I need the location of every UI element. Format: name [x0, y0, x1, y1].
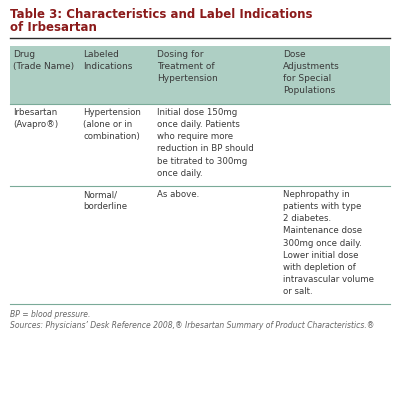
Text: of Irbesartan: of Irbesartan [10, 21, 97, 34]
Text: Drug
(Trade Name): Drug (Trade Name) [13, 50, 74, 71]
Text: Sources: Physicians’ Desk Reference 2008,® Irbesartan Summary of Product Charact: Sources: Physicians’ Desk Reference 2008… [10, 321, 374, 330]
Bar [10, 46, 390, 104]
Text: Labeled
Indications: Labeled Indications [83, 50, 133, 71]
Bar [10, 186, 390, 304]
Text: Table 3: Characteristics and Label Indications: Table 3: Characteristics and Label Indic… [10, 8, 312, 21]
Text: Normal/
borderline: Normal/ borderline [83, 190, 128, 211]
Text: Dose
Adjustments
for Special
Populations: Dose Adjustments for Special Populations [283, 50, 340, 96]
Text: Nephropathy in
patients with type
2 diabetes.
Maintenance dose
300mg once daily.: Nephropathy in patients with type 2 diab… [283, 190, 374, 296]
Text: Irbesartan
(Avapro®): Irbesartan (Avapro®) [13, 108, 58, 129]
Text: Initial dose 150mg
once daily. Patients
who require more
reduction in BP should
: Initial dose 150mg once daily. Patients … [158, 108, 254, 178]
Text: Dosing for
Treatment of
Hypertension: Dosing for Treatment of Hypertension [158, 50, 218, 83]
Text: BP = blood pressure.: BP = blood pressure. [10, 310, 90, 319]
Bar [10, 104, 390, 186]
Text: Hypertension
(alone or in
combination): Hypertension (alone or in combination) [83, 108, 141, 141]
Text: As above.: As above. [158, 190, 200, 199]
